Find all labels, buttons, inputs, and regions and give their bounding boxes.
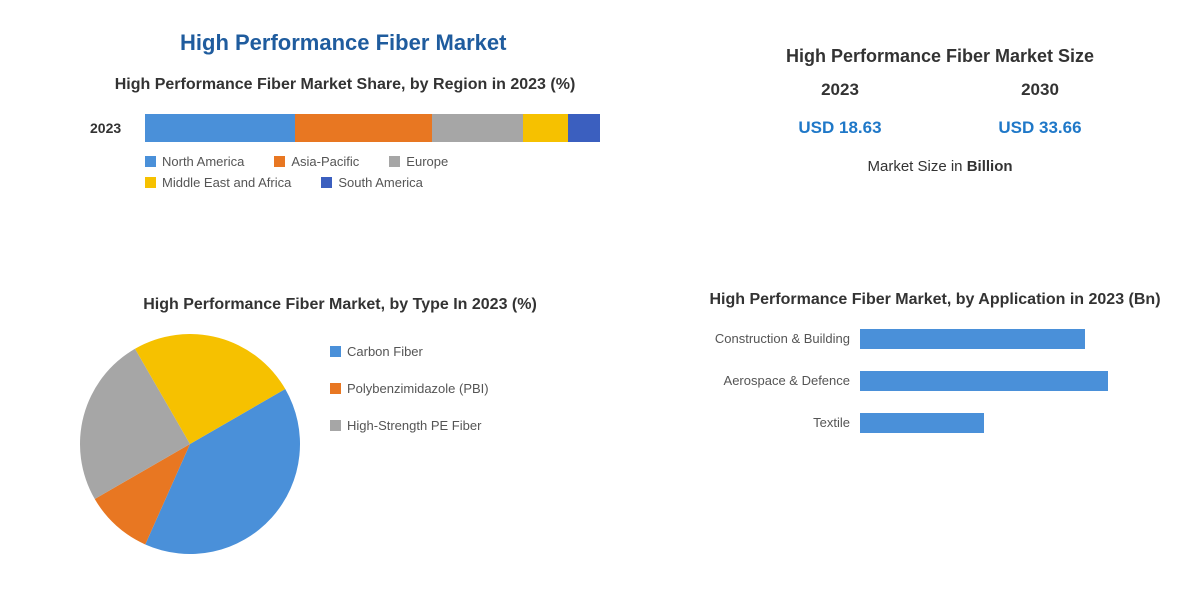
- stacked-seg: [523, 114, 569, 142]
- page-title: High Performance Fiber Market: [180, 30, 506, 56]
- stacked-bar: [145, 114, 600, 142]
- legend-label: High-Strength PE Fiber: [347, 418, 481, 433]
- type-chart-title: High Performance Fiber Market, by Type I…: [80, 295, 600, 316]
- legend-item: High-Strength PE Fiber: [330, 418, 489, 433]
- app-bar-row: Textile: [700, 413, 1170, 433]
- size-year-1: 2030: [1021, 80, 1059, 100]
- size-unit: Market Size in Billion: [740, 158, 1140, 175]
- stacked-seg: [432, 114, 523, 142]
- app-bar-label: Textile: [700, 415, 860, 431]
- legend-swatch: [145, 177, 156, 188]
- stacked-bar-row: 2023: [90, 114, 600, 142]
- type-chart: High Performance Fiber Market, by Type I…: [80, 295, 600, 554]
- stacked-seg: [145, 114, 295, 142]
- app-bar-row: Construction & Building: [700, 329, 1170, 349]
- size-year-0: 2023: [821, 80, 859, 100]
- size-values-row: USD 18.63 USD 33.66: [740, 118, 1140, 138]
- size-unit-bold: Billion: [967, 158, 1013, 175]
- legend-label: Polybenzimidazole (PBI): [347, 381, 489, 396]
- app-bar-label: Aerospace & Defence: [700, 373, 860, 389]
- app-bar-track: [860, 329, 1170, 349]
- legend-swatch: [389, 156, 400, 167]
- app-bar: [860, 329, 1085, 349]
- size-years-row: 2023 2030: [740, 80, 1140, 100]
- pie-legend: Carbon Fiber Polybenzimidazole (PBI) High-…: [330, 344, 489, 433]
- application-chart: High Performance Fiber Market, by Applic…: [700, 290, 1170, 455]
- size-value-0: USD 18.63: [798, 118, 881, 138]
- legend-item: Polybenzimidazole (PBI): [330, 381, 489, 396]
- legend-item: South America: [321, 175, 423, 190]
- app-bar-rows: Construction & Building Aerospace & Defen…: [700, 329, 1170, 433]
- legend-swatch: [274, 156, 285, 167]
- region-legend: North America Asia-Pacific Europe Middle Ea…: [145, 154, 600, 190]
- size-title: High Performance Fiber Market Size: [740, 45, 1140, 68]
- legend-item: North America: [145, 154, 244, 169]
- app-bar-track: [860, 371, 1170, 391]
- app-bar: [860, 371, 1108, 391]
- legend-label: Middle East and Africa: [162, 175, 291, 190]
- region-chart: High Performance Fiber Market Share, by …: [90, 75, 600, 190]
- pie-chart: [80, 334, 300, 554]
- size-unit-prefix: Market Size in: [867, 158, 966, 175]
- legend-label: Europe: [406, 154, 448, 169]
- legend-item: Middle East and Africa: [145, 175, 291, 190]
- app-bar: [860, 413, 984, 433]
- legend-label: Asia-Pacific: [291, 154, 359, 169]
- legend-item: Carbon Fiber: [330, 344, 489, 359]
- app-chart-title: High Performance Fiber Market, by Applic…: [700, 290, 1170, 311]
- legend-item: Asia-Pacific: [274, 154, 359, 169]
- legend-swatch: [330, 346, 341, 357]
- market-size-block: High Performance Fiber Market Size 2023 …: [740, 45, 1140, 175]
- legend-label: South America: [338, 175, 423, 190]
- app-bar-row: Aerospace & Defence: [700, 371, 1170, 391]
- legend-label: Carbon Fiber: [347, 344, 423, 359]
- app-bar-track: [860, 413, 1170, 433]
- region-chart-title: High Performance Fiber Market Share, by …: [90, 75, 600, 96]
- legend-item: Europe: [389, 154, 448, 169]
- legend-swatch: [330, 383, 341, 394]
- legend-label: North America: [162, 154, 244, 169]
- stacked-seg: [568, 114, 600, 142]
- region-year-label: 2023: [90, 120, 145, 136]
- legend-swatch: [145, 156, 156, 167]
- app-bar-label: Construction & Building: [700, 331, 860, 347]
- size-value-1: USD 33.66: [998, 118, 1081, 138]
- legend-swatch: [321, 177, 332, 188]
- stacked-seg: [295, 114, 432, 142]
- legend-swatch: [330, 420, 341, 431]
